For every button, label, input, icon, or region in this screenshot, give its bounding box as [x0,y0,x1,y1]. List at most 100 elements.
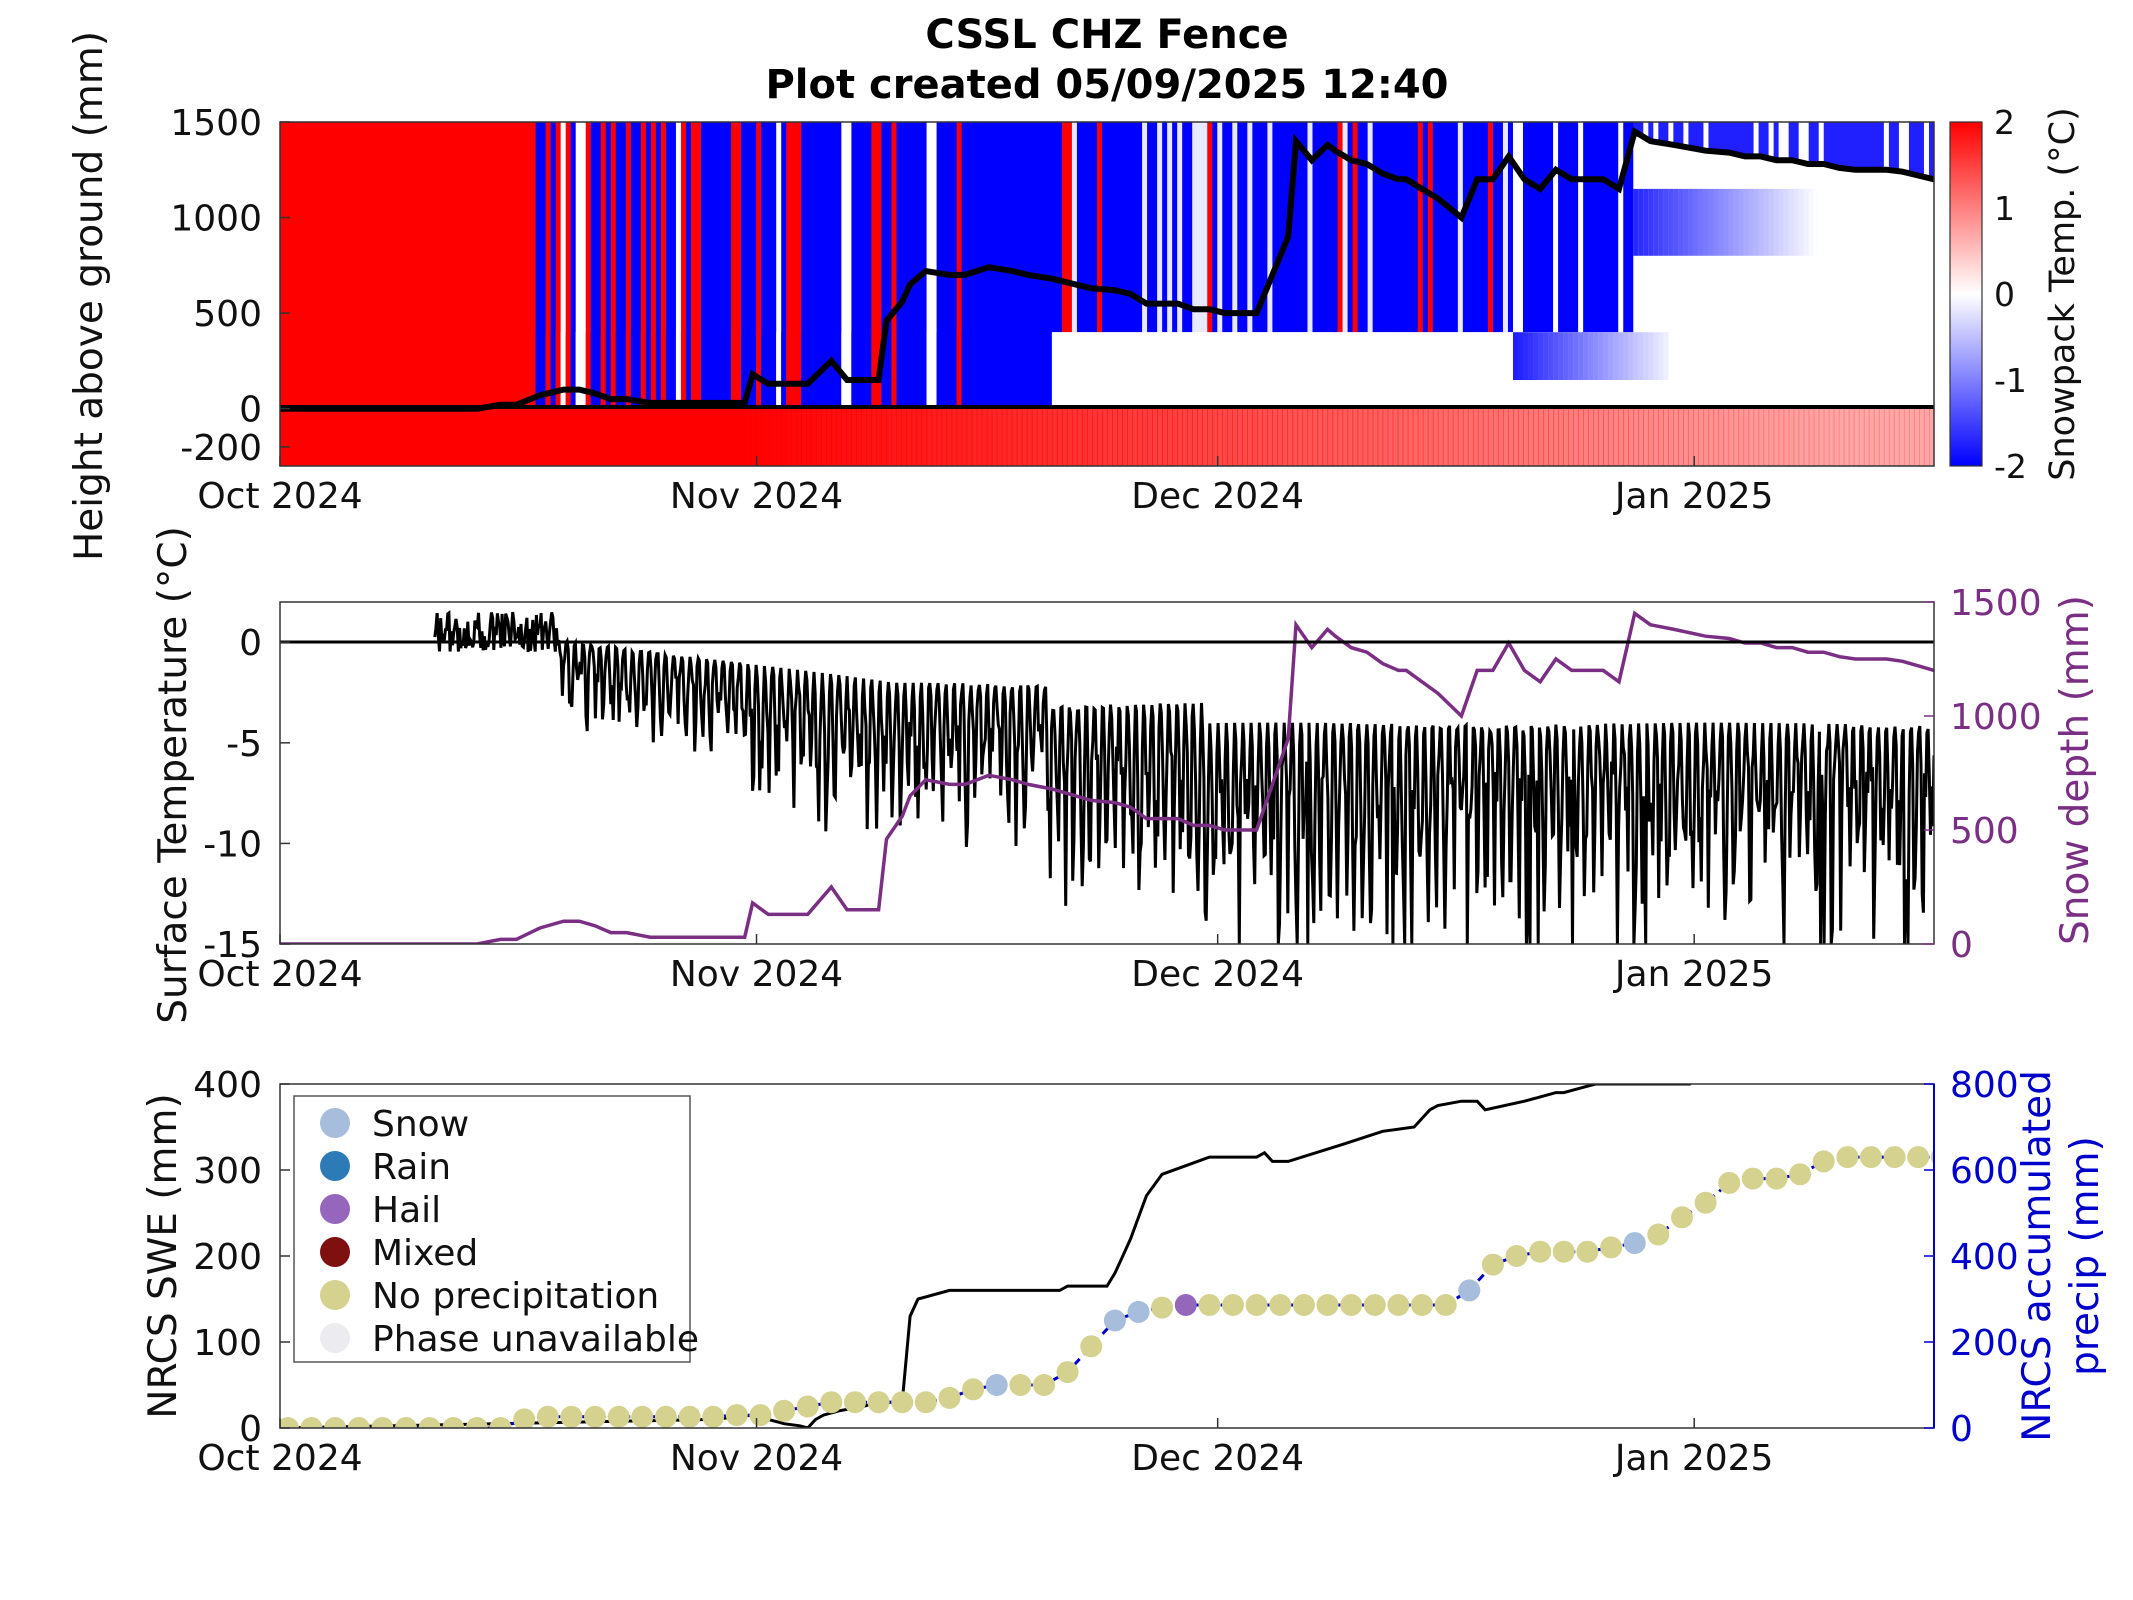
heatmap-low-column [640,332,647,409]
heatmap-air-column [385,122,391,409]
heatmap-air-column [801,122,807,409]
heatmap-low-column [395,332,401,409]
heatmap-cold-band [1583,332,1589,380]
swe-point [607,1405,630,1428]
heatmap-snow-column [1071,332,1078,409]
heatmap-air-column [1297,122,1304,333]
heatmap-air-column [1096,122,1103,333]
heatmap-air-column [625,122,632,409]
heatmap-ground-column [1297,408,1304,466]
heatmap-ground-column [420,408,426,466]
heatmap-ground-column [881,408,888,466]
heatmap-air-column [841,122,847,409]
colorbar-tick-label: 2 [1994,103,2015,142]
heatmap-cold-band [1864,189,1870,256]
heatmap-ground-column [1873,408,1880,466]
heatmap-low-column [786,332,792,409]
heatmap-ground-column [1452,408,1459,466]
heatmap-air-column [1467,122,1474,333]
heatmap-air-column [1492,122,1499,333]
heatmap-air-column [300,122,306,409]
heatmap-air-column [751,122,757,409]
heatmap-ground-column [1152,408,1158,466]
heatmap-low-column [590,332,597,409]
heatmap-ground-column [1668,408,1674,466]
heatmap-air-column [961,122,968,409]
heatmap-air-column [460,122,467,409]
swe-points [280,1146,1934,1428]
heatmap-ground-column [570,408,577,466]
heatmap-air-column [1172,122,1178,333]
y-tick-label: 400 [193,1065,262,1106]
heatmap-snow-column [1683,146,1690,409]
heatmap-snow-column [1442,332,1449,409]
heatmap-air-column [1086,122,1093,333]
heatmap-air-column [675,122,682,409]
heatmap-ground-column [1903,408,1910,466]
heatmap-cold-band [1899,189,1905,256]
heatmap-low-column [926,332,933,409]
heatmap-snow-column [1653,141,1659,409]
heatmap-low-column [871,332,878,409]
heatmap-ground-column [645,408,652,466]
heatmap-cold-band [1517,332,1524,380]
heatmap-low-column [690,332,697,409]
heatmap-air-column [640,122,647,409]
temperature-y-axis-label: Surface Temperature (°C) [151,526,196,1024]
heatmap-low-column [766,332,772,409]
heatmap-snow-column [1623,332,1629,409]
heatmap-ground-column [771,408,777,466]
swe-point [1056,1361,1079,1384]
heatmap-snow-column [1382,332,1389,409]
heatmap-air-column [1262,122,1268,333]
heatmap-snow-column [1713,151,1720,409]
heatmap-air-column [1523,122,1529,333]
heatmap-air-column [1192,122,1198,333]
swe-point [1883,1146,1906,1169]
swe-point [1363,1294,1386,1316]
swe-point [371,1417,394,1428]
heatmap-air-column [1101,122,1108,333]
heatmap-ground-column [640,408,647,466]
heatmap-snow-column [1708,150,1715,409]
heatmap-snow-column [1377,332,1384,409]
heatmap-air-column [1728,122,1735,153]
heatmap-air-column [1753,122,1760,157]
heatmap-air-column [861,122,868,409]
heatmap-snow-column [1913,174,1920,409]
heatmap-ground-column [385,408,391,466]
heatmap-air-column [706,122,712,409]
heatmap-snow-column [1091,332,1098,409]
heatmap-ground-column [1061,408,1068,466]
heatmap-air-column [1512,122,1519,333]
heatmap-cold-band [1854,189,1860,256]
heatmap-ground-column [450,408,457,466]
heatmap-air-column [766,122,772,409]
heatmap-cold-band [1708,188,1715,256]
heatmap-snow-column [1307,332,1314,409]
heatmap-snow-column [1357,332,1364,409]
heatmap-air-column [1888,122,1895,171]
heatmap-air-column [500,122,507,409]
heatmap-ground-column [520,408,527,466]
heatmap-snow-column [1372,332,1379,409]
heatmap-cold-band [1568,332,1574,380]
heatmap-cold-band [1798,188,1805,256]
heatmap-snow-column [1267,332,1273,409]
heatmap-cold-band [1884,189,1890,256]
heatmap-air-column [1227,122,1233,333]
heatmap-snow-column [1387,332,1394,409]
heatmap-low-column [320,332,326,409]
y-tick-label: 200 [193,1237,262,1278]
heatmap-air-column [425,122,431,409]
heatmap-low-column [340,332,346,409]
heatmap-ground-column [1232,408,1238,466]
heatmap-air-column [1267,122,1273,333]
heatmap-cold-band [1608,332,1614,380]
heatmap-snow-column [1613,332,1619,409]
heatmap-low-column [625,332,632,409]
heatmap-ground-column [1177,408,1183,466]
heatmap-air-column [1603,122,1609,333]
heatmap-air-column [756,122,762,409]
heatmap-ground-column [510,408,517,466]
